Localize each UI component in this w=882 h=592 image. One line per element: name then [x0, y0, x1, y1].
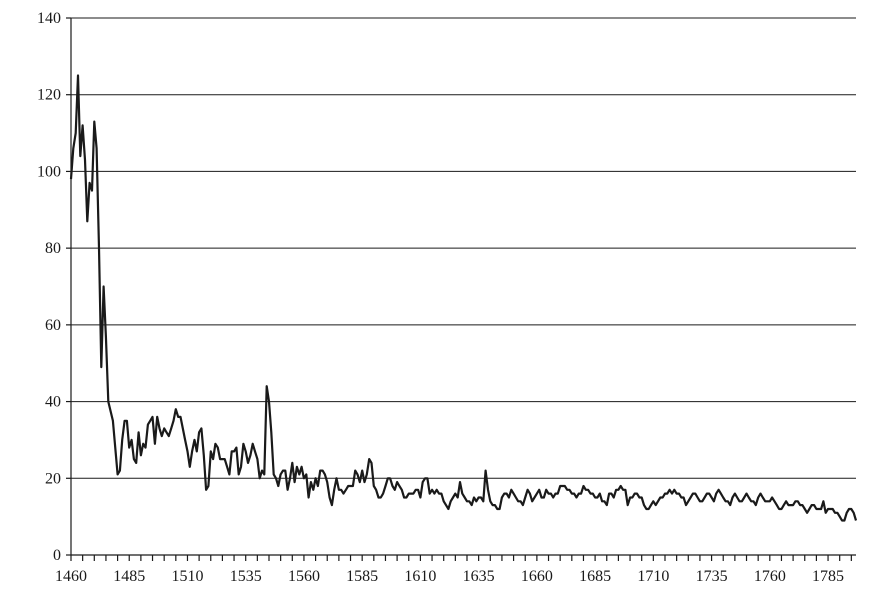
y-tick-label: 40	[45, 394, 61, 411]
x-tick-label: 1685	[579, 568, 611, 585]
x-tick-label: 1460	[55, 568, 87, 585]
gridlines	[71, 17, 856, 479]
x-tick-marks	[70, 555, 852, 561]
y-tick-label: 100	[37, 163, 61, 180]
x-tick-label: 1710	[637, 568, 669, 585]
x-tick-labels: 1460 1485 1510 1535 1560 1585 1610 1635 1660 1685…	[55, 568, 844, 585]
x-tick-label: 1635	[463, 568, 495, 585]
x-tick-label: 1735	[696, 568, 728, 585]
y-tick-label: 0	[53, 547, 61, 564]
x-tick-label: 1485	[113, 568, 145, 585]
x-tick-label: 1760	[754, 568, 786, 585]
x-tick-label: 1510	[171, 568, 203, 585]
x-tick-label: 1610	[404, 568, 436, 585]
y-tick-labels: 0 20 40 60 80 100 120 140	[37, 10, 71, 564]
y-tick-label: 20	[45, 470, 61, 487]
y-tick-label: 60	[45, 317, 61, 334]
x-tick-label: 1585	[346, 568, 378, 585]
y-tick-label: 80	[45, 240, 61, 257]
x-tick-label: 1560	[288, 568, 320, 585]
series-line	[69, 74, 858, 522]
x-tick-label: 1785	[812, 568, 844, 585]
y-tick-label: 140	[37, 10, 61, 27]
x-tick-label: 1660	[521, 568, 553, 585]
x-tick-label: 1535	[230, 568, 262, 585]
y-tick-label: 120	[37, 87, 61, 104]
